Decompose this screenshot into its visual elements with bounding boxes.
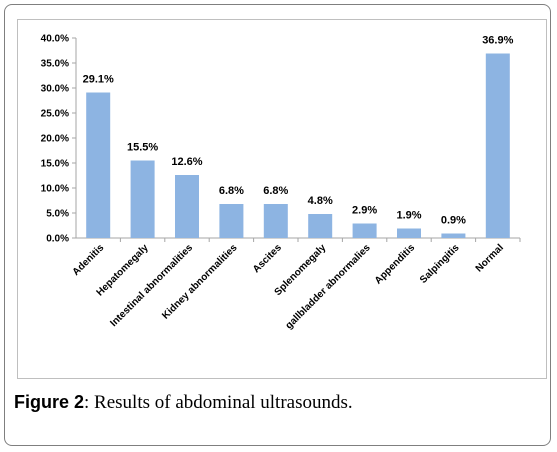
y-tick-label: 15.0% [41, 159, 69, 170]
data-label: 12.6% [171, 156, 202, 168]
x-tick-label: Kidney abnormalities [160, 242, 240, 322]
y-tick-label: 35.0% [41, 59, 69, 70]
bar [130, 160, 155, 238]
x-tick-label: Normal [474, 242, 506, 274]
y-tick-label: 40.0% [41, 34, 69, 45]
x-tick-label: gallbladder abnormalies [284, 242, 373, 331]
caption-text: : Results of abdominal ultrasounds. [84, 392, 353, 413]
bar [352, 223, 377, 238]
data-label: 15.5% [127, 142, 158, 154]
data-label: 4.8% [308, 195, 333, 207]
y-tick-label: 0.0% [46, 234, 69, 245]
y-tick-label: 30.0% [41, 84, 69, 95]
bar [485, 53, 510, 238]
x-tick-label: Appenditis [373, 242, 418, 287]
bar [397, 228, 421, 238]
bar [263, 204, 288, 238]
data-label: 6.8% [219, 185, 244, 197]
bar-chart: 0.0% 5.0% 10.0% 15.0% 20.0% 25.0% 30.0% 35.0% 40… [41, 34, 521, 331]
data-label: 0.9% [441, 215, 466, 227]
bar [175, 175, 199, 238]
y-tick-label: 20.0% [41, 134, 69, 145]
x-tick-label: Adenitis [71, 242, 107, 278]
y-tick-label: 5.0% [46, 209, 69, 220]
x-tick-label: Ascites [251, 242, 284, 275]
x-tick-label: Salpingitis [418, 242, 462, 286]
data-label: 6.8% [263, 185, 288, 197]
data-label: 36.9% [482, 35, 513, 47]
figure-caption: Figure 2: Results of abdominal ultrasoun… [14, 392, 353, 414]
data-label: 1.9% [396, 210, 421, 222]
y-tick-label: 10.0% [41, 184, 69, 195]
bar [308, 214, 333, 238]
x-tick-label: Intestinal abnormalities [108, 242, 195, 329]
bar [441, 233, 466, 238]
data-label: 29.1% [83, 74, 114, 86]
data-label: 2.9% [352, 205, 377, 217]
bar [219, 204, 244, 238]
y-tick-label: 25.0% [41, 109, 69, 120]
bar [86, 92, 111, 238]
figure-label: Figure 2 [14, 392, 85, 412]
figure-frame [4, 4, 551, 446]
